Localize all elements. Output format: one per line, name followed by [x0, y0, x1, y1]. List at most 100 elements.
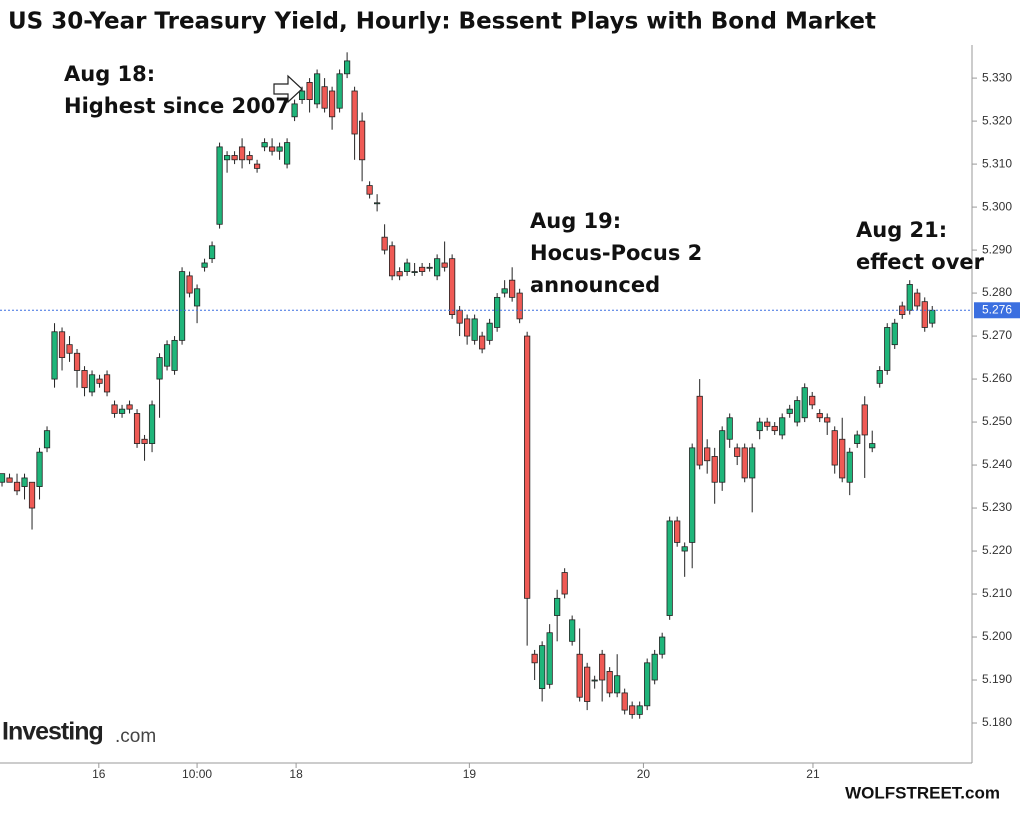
candle-body [88, 374, 96, 393]
candle-body [584, 666, 591, 702]
candle-body [336, 73, 343, 109]
y-tick-label: 5.280 [982, 285, 1012, 299]
candle-body [801, 387, 808, 419]
candle-body [13, 481, 21, 492]
y-tick-label: 5.190 [982, 672, 1012, 686]
y-tick-label: 5.260 [982, 371, 1012, 385]
candle-body [576, 653, 583, 698]
candle-body [794, 400, 801, 423]
candle-body [171, 339, 178, 371]
candle-body [854, 434, 861, 444]
candle-body [396, 271, 403, 277]
x-tick-label: 18 [289, 767, 303, 781]
candle-body [434, 258, 441, 277]
candle-body [539, 645, 546, 690]
candle-body [201, 262, 208, 268]
candle-body [118, 408, 126, 414]
candle-body [621, 692, 628, 711]
candle-body [21, 477, 28, 487]
candle-body [891, 322, 898, 346]
x-tick-label: 10:00 [182, 767, 212, 781]
candle-body [606, 671, 613, 694]
y-tick-label: 5.240 [982, 457, 1012, 471]
candle-body [599, 653, 606, 681]
candle-body [531, 653, 538, 664]
candle-body [884, 327, 891, 371]
candle-body [246, 155, 253, 161]
candle-body [479, 335, 486, 350]
candle-body [404, 262, 411, 272]
candle-body [51, 331, 58, 380]
candle-body [156, 357, 163, 380]
candle-body [43, 430, 51, 449]
y-tick-label: 5.230 [982, 500, 1012, 514]
candle-body [734, 447, 741, 457]
annotation-line: announced [530, 273, 660, 297]
candle-body [591, 679, 598, 682]
candle-body [674, 520, 681, 543]
candle-body [501, 288, 508, 294]
candle-body [73, 352, 81, 371]
candle-body [223, 155, 231, 161]
annotation-line: Aug 19: [530, 209, 621, 233]
source-logo: Investing [2, 718, 103, 746]
candle-body [846, 451, 853, 483]
candle-body [644, 662, 651, 707]
annotation-line: Aug 18: [64, 62, 155, 86]
x-tick-label: 21 [806, 767, 820, 781]
candle-body [351, 90, 358, 135]
candle-body [861, 404, 868, 436]
last-value-box [974, 302, 1020, 319]
candle-body [321, 86, 328, 109]
candle-body [276, 146, 283, 152]
y-tick-label: 5.220 [982, 543, 1012, 557]
candle-body [426, 266, 433, 269]
candle-body [689, 447, 696, 543]
y-tick-label: 5.210 [982, 586, 1012, 600]
candle-body [524, 335, 531, 599]
arrow [273, 74, 303, 104]
candle-body [441, 262, 448, 268]
candle-body [231, 155, 238, 161]
candle-body [313, 73, 321, 105]
candle-body [471, 318, 478, 341]
annotation-line: Aug 21: [856, 218, 947, 242]
candle-body [456, 309, 463, 324]
candle-body [636, 705, 643, 715]
candle-body [366, 185, 373, 195]
candle-body [298, 90, 306, 101]
candle-body [28, 481, 36, 509]
candle-body [629, 705, 636, 715]
candle-body [208, 245, 216, 260]
candle-body [809, 395, 816, 406]
chart-title: US 30-Year Treasury Yield, Hourly: Besse… [8, 9, 876, 35]
y-tick-label: 5.290 [982, 242, 1012, 256]
candle-body [329, 90, 336, 118]
candle-body [111, 404, 118, 414]
candle-body [839, 438, 846, 479]
candle-body [66, 344, 73, 354]
candle-body [96, 378, 103, 384]
candle-body [756, 421, 763, 432]
candle-body [133, 413, 141, 444]
candle-body [389, 245, 396, 277]
candle-body [771, 425, 778, 432]
candle-body [494, 296, 501, 328]
source-logo-suffix: .com [115, 726, 156, 747]
candle-body [651, 653, 658, 681]
candle-body [381, 236, 388, 251]
candle-body [704, 447, 711, 462]
candle-body [141, 438, 148, 444]
candle-body [569, 619, 576, 642]
candle-body [283, 142, 291, 165]
candle-body [411, 271, 418, 273]
candle-body [869, 443, 876, 449]
candle-body [291, 103, 298, 118]
candle-body [58, 331, 66, 358]
candle-body [464, 318, 471, 337]
candle-body [546, 632, 553, 685]
candle-body [178, 271, 186, 341]
candle-body [696, 395, 703, 466]
